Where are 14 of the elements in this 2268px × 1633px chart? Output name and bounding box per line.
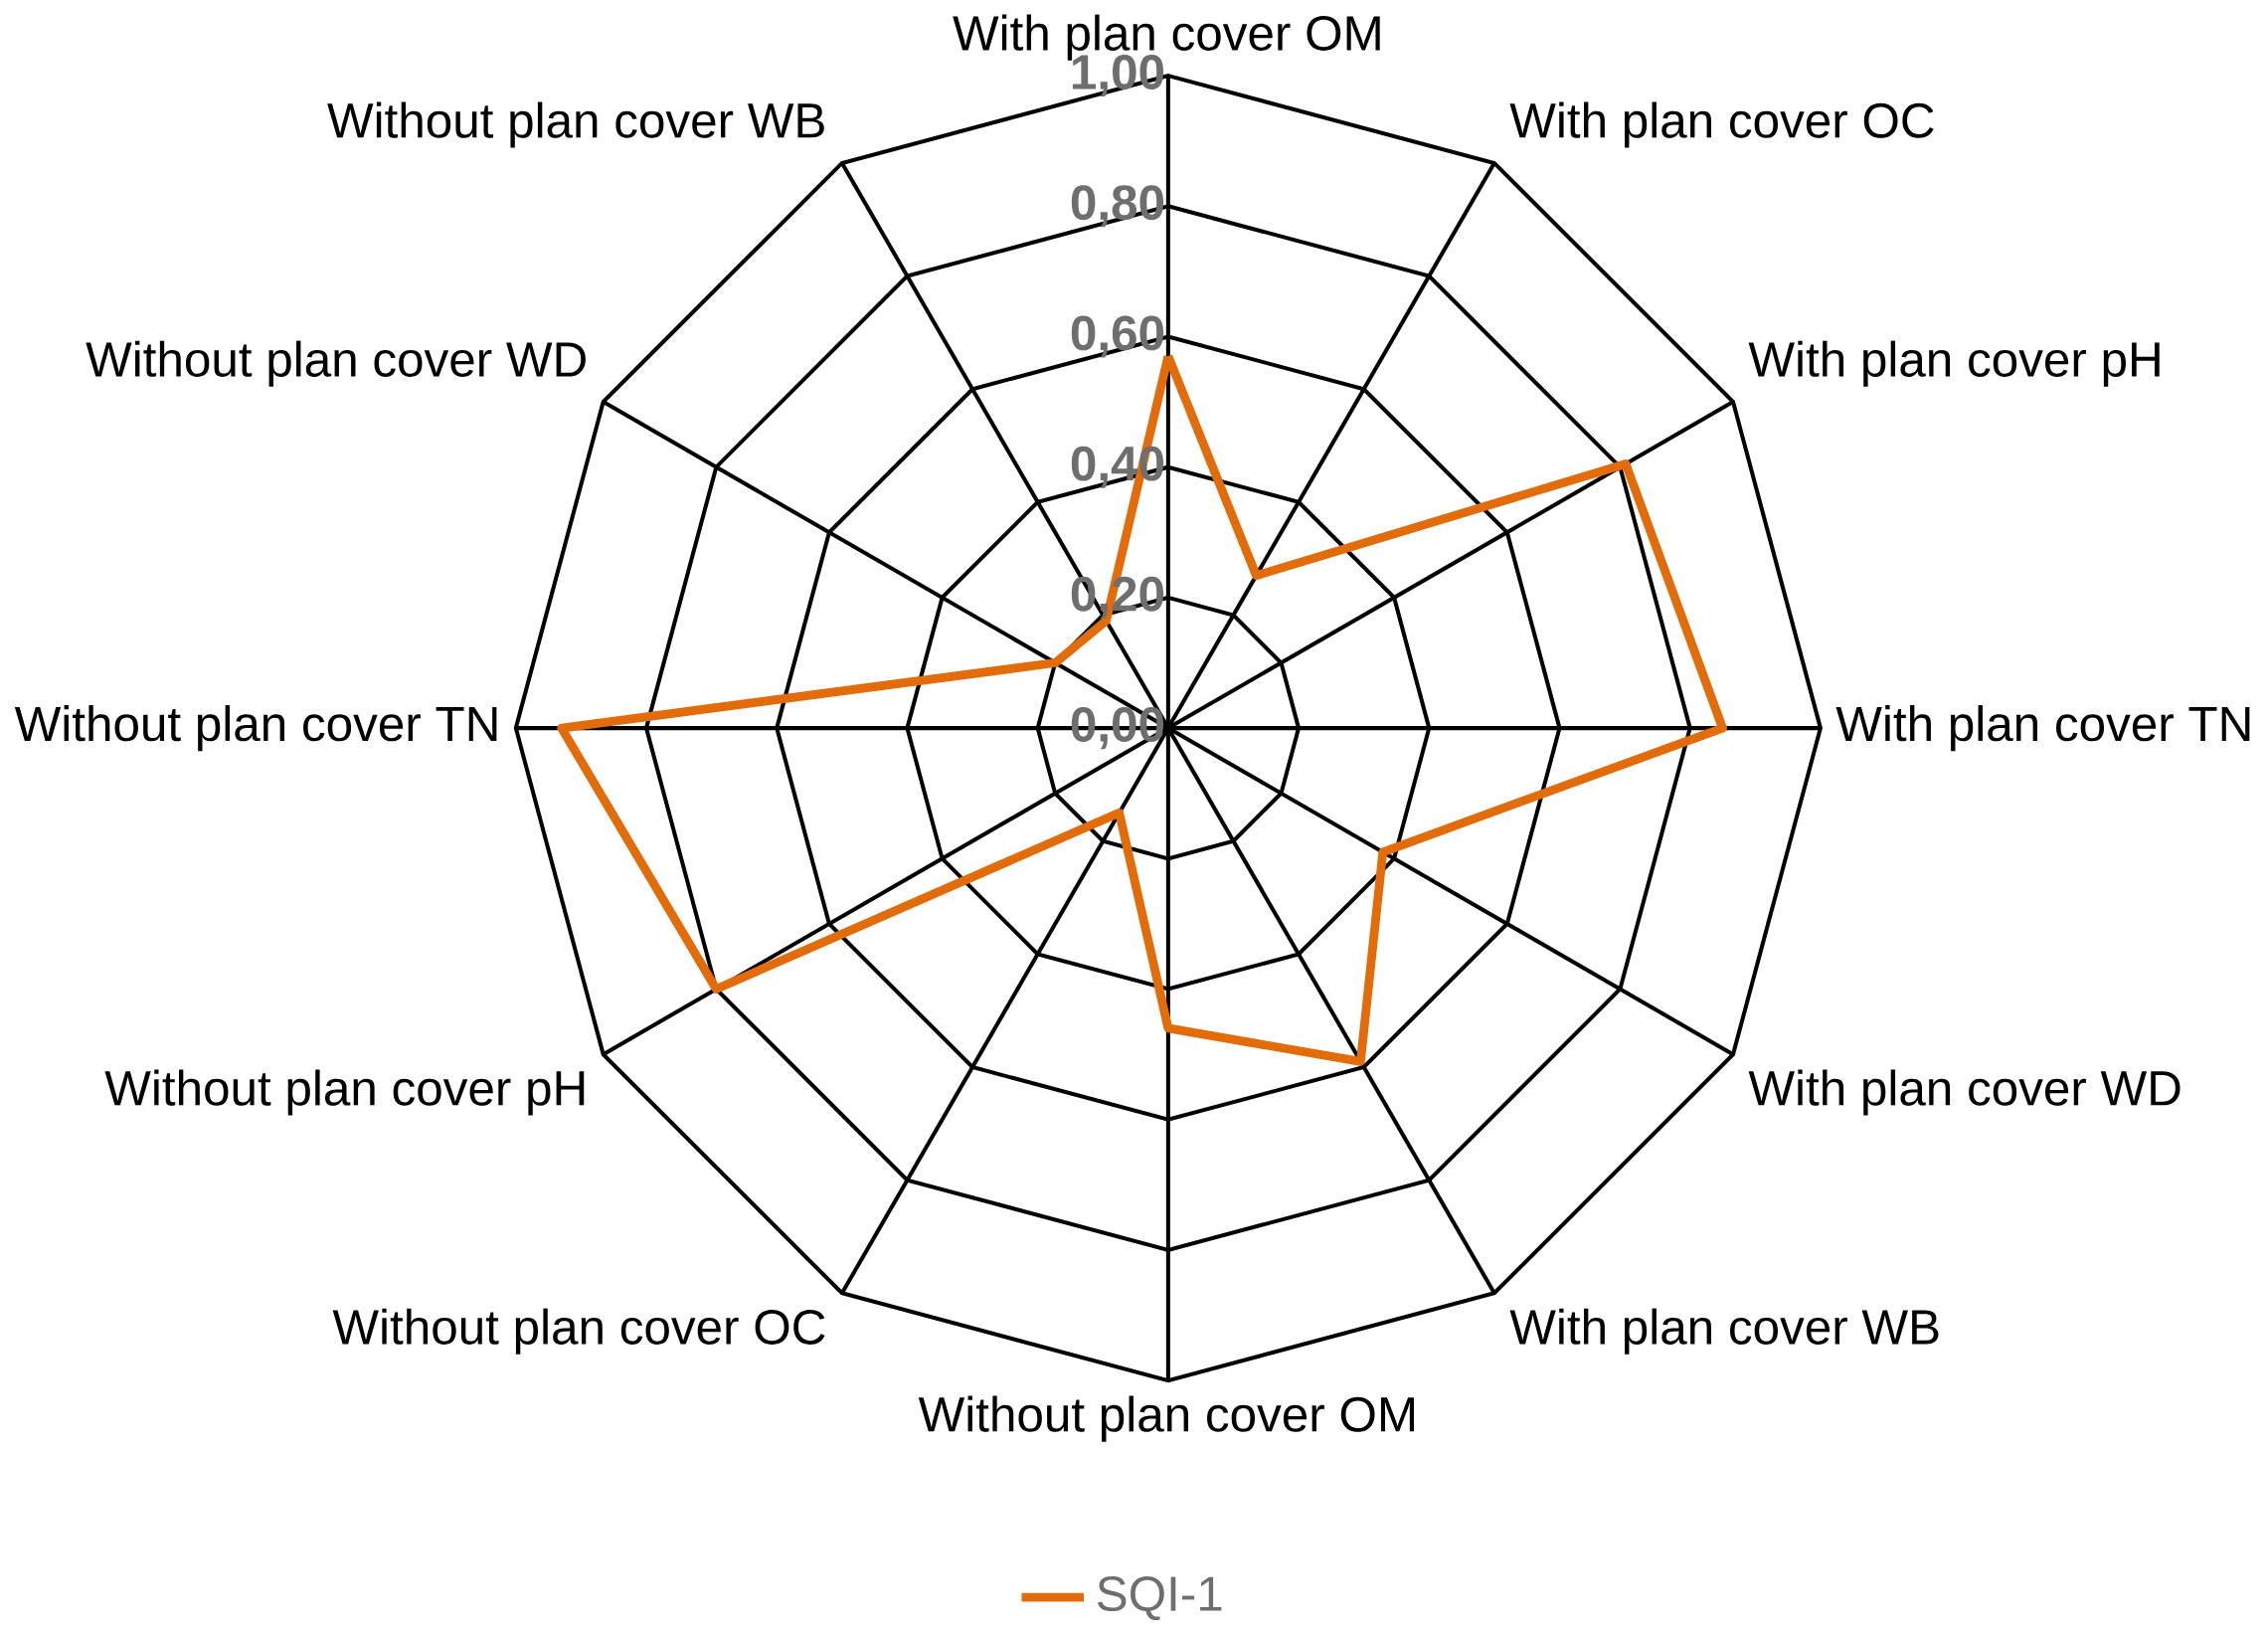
spoke-label: Without plan cover pH <box>104 1069 585 1116</box>
spoke-label: Without plan cover TN <box>14 705 497 752</box>
spoke-label: Without plan cover OC <box>332 1308 825 1355</box>
y-tick-label: 0,80 <box>1071 185 1164 228</box>
y-tick-label: 0,60 <box>1071 315 1164 358</box>
legend-label: SQI-1 <box>1097 1576 1222 1621</box>
spoke-label: With plan cover WB <box>1509 1308 1939 1355</box>
spoke-label: Without plan cover WB <box>327 101 824 148</box>
spoke-label: With plan cover OC <box>1509 101 1934 148</box>
spoke-label: Without plan cover WD <box>86 340 586 387</box>
spoke-label: Without plan cover OM <box>918 1395 1415 1442</box>
spoke-label: With plan cover pH <box>1748 340 2160 387</box>
spoke-label: With plan cover TN <box>1835 705 2250 752</box>
spoke-label: With plan cover WD <box>1748 1069 2181 1116</box>
